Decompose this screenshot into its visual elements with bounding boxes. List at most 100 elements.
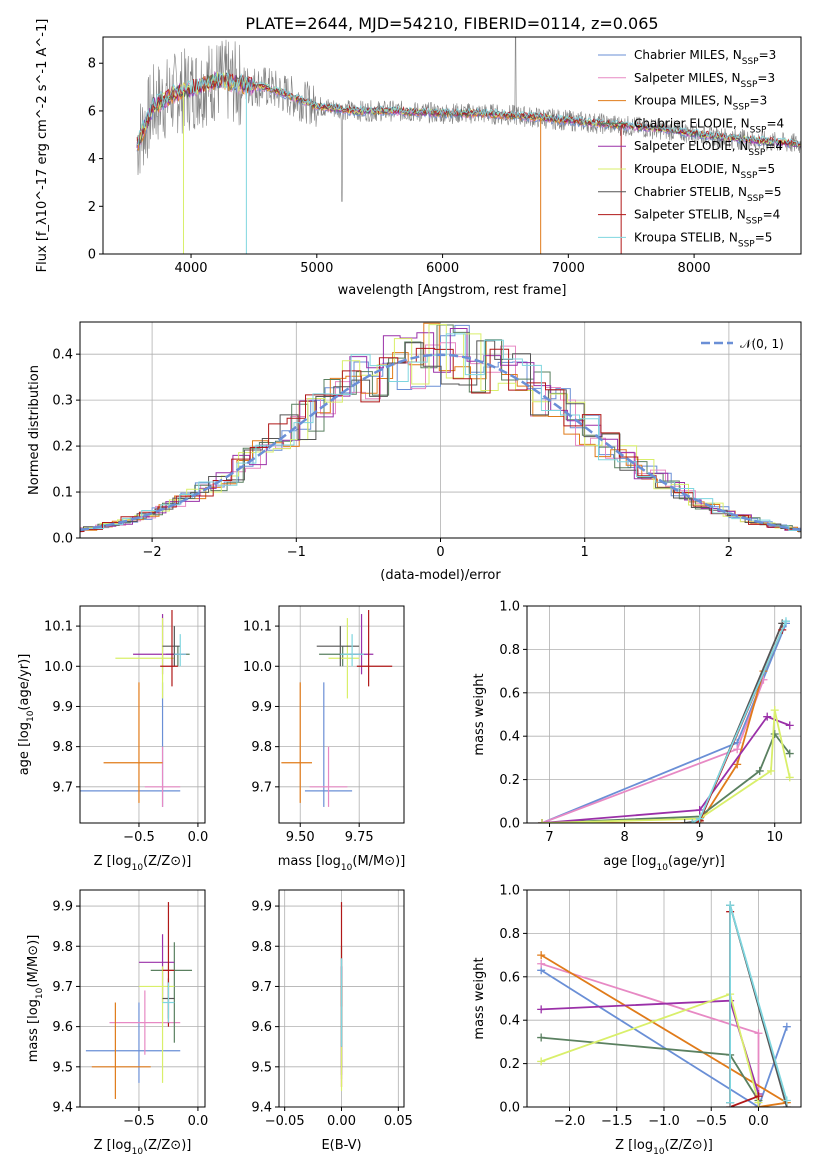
legend-subscript: SSP xyxy=(748,148,765,158)
series-line-2 xyxy=(542,670,765,823)
y-tick-label: 9.9 xyxy=(52,700,73,715)
legend-entry: Salpeter ELODIE, NSSP=4 xyxy=(634,139,783,158)
series-marker xyxy=(733,745,742,754)
data-point-2 xyxy=(281,682,313,803)
massweight_vs_Z-frame xyxy=(526,889,802,1108)
x-axis-label: Z [log10(Z/Z⊙)] xyxy=(94,1138,192,1157)
x-tick-label: −2 xyxy=(143,545,162,560)
y-tick-label: 0.0 xyxy=(499,817,520,832)
y-tick-label: 9.6 xyxy=(52,1020,73,1035)
subscript: 10 xyxy=(26,710,36,722)
y-tick-label: 10.0 xyxy=(243,660,272,675)
y-tick-label: 0.2 xyxy=(499,1057,520,1072)
text-span: (age/yr)] xyxy=(17,654,32,711)
series-marker xyxy=(781,617,790,626)
y-tick-label: 9.7 xyxy=(52,780,73,795)
series-marker xyxy=(770,706,779,715)
age_vs_mass-axes: 9.50 9.75 9.7 9.8 9.9 10.0 10.1 xyxy=(243,606,404,845)
model-spectrum-8 xyxy=(136,71,801,147)
y-tick-label: 0.4 xyxy=(52,348,73,363)
series-marker xyxy=(537,951,546,960)
gaussian-curve xyxy=(80,353,801,532)
series-line-3 xyxy=(541,1036,760,1101)
y-axis-label: mass weight xyxy=(472,957,487,1039)
massweight_vs_Z-plot-area xyxy=(537,901,791,1107)
legend-subscript: SSP xyxy=(750,125,767,135)
text-span: age [ xyxy=(603,854,636,869)
x-tick-label: 7 xyxy=(545,830,553,845)
legend-text: =5 xyxy=(757,162,775,176)
log-span: log xyxy=(26,999,41,1019)
text-span: mass [ xyxy=(26,1019,41,1062)
x-tick-label: 0.0 xyxy=(748,1114,769,1129)
x-tick-label: 5000 xyxy=(300,261,333,276)
mass_vs_Z-frame xyxy=(79,889,206,1108)
y-tick-label: 1.0 xyxy=(499,600,520,615)
y-tick-label: 0.0 xyxy=(499,1101,520,1116)
y-tick-label: 9.7 xyxy=(251,980,272,995)
legend-text: Kroupa STELIB, N xyxy=(634,230,738,244)
x-axis-label: Z [log10(Z/Z⊙)] xyxy=(615,1138,713,1157)
mass_vs_ebv-frame xyxy=(278,889,405,1108)
legend-subscript: SSP xyxy=(741,171,758,181)
mass_vs_Z-axes: −0.5 0.0 9.4 9.5 9.6 9.7 9.8 9.9 xyxy=(52,890,208,1129)
x-axis-label: mass [log10(M/M⊙)] xyxy=(278,854,406,873)
y-tick-label: 0.4 xyxy=(499,730,520,745)
text-span: mass [ xyxy=(278,854,321,869)
series-marker xyxy=(538,819,547,823)
legend-text: =4 xyxy=(766,116,784,130)
y-tick-label: 0.2 xyxy=(499,773,520,788)
age_vs_mass-frame xyxy=(278,605,405,824)
model-spectrum-7 xyxy=(136,73,801,147)
y-tick-label: 9.6 xyxy=(251,1020,272,1035)
mass_vs_Z-plot-area xyxy=(85,902,193,1099)
y-tick-label: 10.1 xyxy=(44,620,73,635)
text-span: Z [ xyxy=(94,854,112,869)
y-tick-label: 1.0 xyxy=(499,884,520,899)
series-marker xyxy=(537,1057,546,1066)
legend-text: Salpeter ELODIE, N xyxy=(634,139,748,153)
age_vs_mass-plot-area xyxy=(281,610,393,807)
x-tick-label: −0.5 xyxy=(123,830,155,845)
spectrum-plot-area xyxy=(136,37,801,254)
age_vs_Z-frame xyxy=(79,605,206,824)
y-axis-label: Flux [f_λ10^-17 erg cm^-2 s^-1 A^-1] xyxy=(35,19,50,273)
legend-text: Salpeter STELIB, N xyxy=(634,208,746,222)
x-tick-label: −2.0 xyxy=(554,1114,586,1129)
legend-subscript: SSP xyxy=(733,103,750,113)
log-span: log xyxy=(112,854,132,869)
y-axis-label: Normed distribution xyxy=(27,365,42,495)
x-tick-label: −1 xyxy=(287,545,306,560)
x-tick-label: −0.5 xyxy=(695,1114,727,1129)
series-marker xyxy=(755,766,764,775)
series-marker xyxy=(785,749,794,758)
data-point-7 xyxy=(160,610,178,687)
legend-text: Kroupa ELODIE, N xyxy=(634,162,741,176)
x-tick-label: 0.0 xyxy=(188,1114,209,1129)
legend-subscript: SSP xyxy=(742,57,759,67)
series-marker xyxy=(782,1022,791,1031)
series-marker xyxy=(785,773,794,782)
data-point-2 xyxy=(91,1002,151,1099)
data-point-0 xyxy=(80,682,181,807)
subscript: 10 xyxy=(35,987,45,999)
data-point-8 xyxy=(340,634,364,667)
legend-text: =3 xyxy=(757,71,775,85)
data-point-2 xyxy=(103,682,163,803)
spectrum-frame xyxy=(102,36,802,255)
chart-title: PLATE=2644, MJD=54210, FIBERID=0114, z=0… xyxy=(245,14,658,33)
data-point-3 xyxy=(150,942,193,1043)
x-tick-label: 8 xyxy=(620,830,628,845)
text-span: (Z/Z⊙)] xyxy=(143,854,191,869)
residuals-frame xyxy=(79,321,802,539)
text-span: (age/yr)] xyxy=(668,854,725,869)
x-tick-label: 1 xyxy=(581,545,589,560)
data-point-8 xyxy=(162,982,175,1023)
text-span: (Z/Z⊙)] xyxy=(143,1138,191,1153)
data-point-1 xyxy=(309,746,348,807)
legend-entry: 𝒩(0, 1) xyxy=(740,337,784,351)
legend-text: Chabrier STELIB, N xyxy=(634,185,747,199)
legend-entry: Kroupa ELODIE, NSSP=5 xyxy=(634,162,775,181)
age_vs_Z-axes: −0.5 0.0 9.7 9.8 9.9 10.0 10.1 xyxy=(44,606,208,845)
